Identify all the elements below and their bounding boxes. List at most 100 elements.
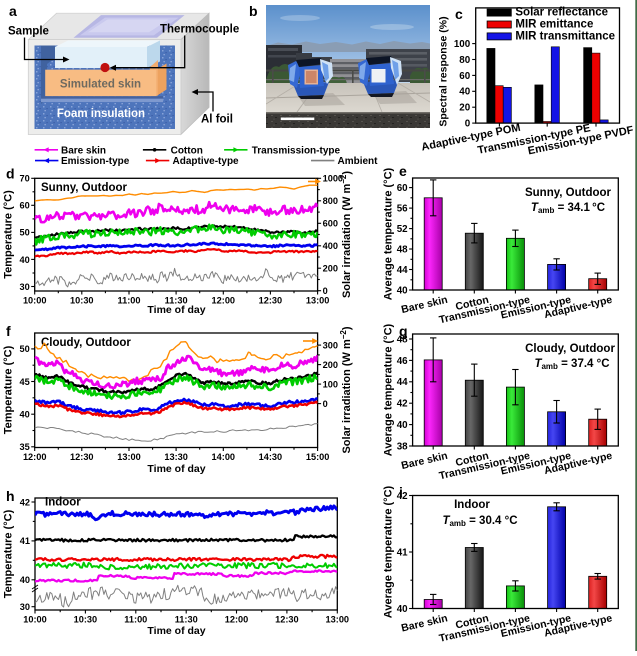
svg-text:Time of day: Time of day [147,625,205,637]
svg-text:0: 0 [323,399,328,409]
svg-text:Temperature (°C): Temperature (°C) [3,190,15,279]
svg-text:MIR emittance: MIR emittance [515,19,593,31]
svg-text:Tamb = 30.4 °C: Tamb = 30.4 °C [442,515,517,528]
svg-text:42: 42 [397,399,408,410]
svg-text:45: 45 [19,377,29,387]
svg-text:Cloudy, Outdoor: Cloudy, Outdoor [41,337,131,349]
svg-text:40: 40 [20,575,30,585]
svg-text:13:00: 13:00 [326,615,350,625]
svg-text:40: 40 [397,285,408,296]
svg-text:MIR transmittance: MIR transmittance [515,31,615,43]
svg-text:Cloudy, Outdoor: Cloudy, Outdoor [525,343,615,355]
svg-text:1000: 1000 [323,174,343,184]
svg-text:Tamb = 37.4 °C: Tamb = 37.4 °C [534,358,609,371]
svg-text:13:00: 13:00 [306,296,330,306]
svg-text:10:00: 10:00 [23,615,47,625]
svg-text:100: 100 [454,39,471,50]
svg-text:42: 42 [397,491,408,502]
svg-text:Emission-type: Emission-type [61,156,130,167]
svg-text:11:30: 11:30 [175,615,198,625]
svg-text:60: 60 [19,201,29,211]
svg-text:Sunny, Outdoor: Sunny, Outdoor [525,187,612,199]
svg-text:Spectral response (%): Spectral response (%) [438,16,450,126]
svg-text:50: 50 [19,228,29,238]
svg-text:56: 56 [397,204,408,215]
svg-text:Al foil: Al foil [201,114,233,126]
svg-text:30: 30 [20,602,30,612]
svg-text:10:30: 10:30 [70,296,94,306]
svg-text:Temperature (°C): Temperature (°C) [3,509,15,598]
svg-text:12:30: 12:30 [259,296,283,306]
svg-text:14:30: 14:30 [259,452,283,462]
svg-text:Simulated skin: Simulated skin [60,79,141,91]
svg-text:80: 80 [459,55,470,66]
svg-text:15:00: 15:00 [306,452,330,462]
svg-text:h: h [6,488,15,504]
svg-text:40: 40 [397,604,408,615]
svg-text:b: b [249,3,258,19]
svg-text:Solar irradiation (W m−2): Solar irradiation (W m−2) [339,326,354,453]
svg-text:d: d [6,166,15,182]
svg-text:200: 200 [323,360,338,370]
svg-text:Foam insulation: Foam insulation [57,108,145,120]
svg-text:300: 300 [323,340,338,350]
svg-text:f: f [6,323,11,339]
svg-text:Indoor: Indoor [45,497,81,509]
svg-text:e: e [399,163,407,179]
svg-text:40: 40 [19,255,29,265]
svg-text:40: 40 [19,410,29,420]
svg-text:Ambient: Ambient [338,156,379,167]
svg-text:13:30: 13:30 [164,452,188,462]
svg-text:Thermocouple: Thermocouple [160,24,239,36]
svg-text:40: 40 [397,420,408,431]
svg-text:Adaptive-type: Adaptive-type [173,156,240,167]
svg-text:12:00: 12:00 [225,615,249,625]
svg-text:11:30: 11:30 [165,296,188,306]
svg-text:38: 38 [397,441,408,452]
svg-text:46: 46 [397,356,408,367]
svg-text:Time of day: Time of day [147,463,205,475]
svg-text:50: 50 [19,344,29,354]
svg-text:Tamb = 34.1 °C: Tamb = 34.1 °C [531,202,605,215]
svg-text:60: 60 [397,183,408,194]
svg-text:Sunny, Outdoor: Sunny, Outdoor [41,182,128,194]
svg-text:40: 40 [459,87,470,98]
svg-text:Transmission-type: Transmission-type [252,145,341,156]
svg-text:42: 42 [20,497,30,507]
svg-text:10:30: 10:30 [74,615,98,625]
svg-text:20: 20 [459,103,470,114]
svg-text:12:30: 12:30 [275,615,299,625]
svg-text:0: 0 [323,286,328,296]
svg-text:Average temperature (°C): Average temperature (°C) [383,485,395,618]
svg-text:Cotton: Cotton [171,145,203,156]
svg-text:Temperature (°C): Temperature (°C) [3,345,15,434]
svg-text:70: 70 [19,174,29,184]
svg-text:14:00: 14:00 [212,452,236,462]
svg-text:12:00: 12:00 [212,296,236,306]
svg-text:44: 44 [397,265,408,276]
svg-text:11:00: 11:00 [124,615,147,625]
svg-text:52: 52 [397,224,408,235]
svg-text:400: 400 [323,241,338,251]
svg-text:a: a [9,3,17,19]
svg-text:800: 800 [323,196,338,206]
svg-text:41: 41 [397,547,408,558]
svg-text:100: 100 [323,379,338,389]
svg-text:Bare skin: Bare skin [61,145,106,156]
svg-text:48: 48 [397,334,408,345]
svg-text:60: 60 [459,71,470,82]
svg-text:12:30: 12:30 [70,452,94,462]
svg-text:13:00: 13:00 [117,452,141,462]
svg-text:c: c [455,6,463,22]
svg-text:10:00: 10:00 [23,296,47,306]
svg-text:Solar irradiation (W m−2): Solar irradiation (W m−2) [339,171,354,298]
svg-text:200: 200 [323,264,338,274]
svg-text:11:00: 11:00 [118,296,141,306]
svg-text:Average temperature (°C): Average temperature (°C) [383,323,395,456]
svg-text:30: 30 [19,282,29,292]
svg-text:44: 44 [397,377,408,388]
svg-text:Indoor: Indoor [454,499,490,511]
svg-text:Time of day: Time of day [147,304,205,316]
svg-text:Solar reflectance: Solar reflectance [515,7,608,19]
svg-text:0: 0 [465,119,471,130]
